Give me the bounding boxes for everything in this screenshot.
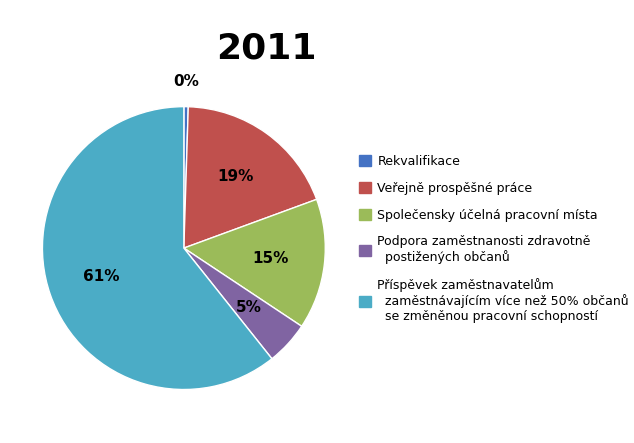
Wedge shape bbox=[184, 199, 325, 326]
Wedge shape bbox=[42, 107, 272, 389]
Text: 0%: 0% bbox=[174, 74, 200, 89]
Text: 19%: 19% bbox=[217, 170, 254, 184]
Text: 5%: 5% bbox=[236, 300, 261, 315]
Text: 15%: 15% bbox=[253, 251, 289, 266]
Text: 61%: 61% bbox=[83, 269, 119, 284]
Legend: Rekvalifikace, Veřejně prospěšné práce, Společensky účelná pracovní místa, Podpo: Rekvalifikace, Veřejně prospěšné práce, … bbox=[355, 152, 633, 327]
Wedge shape bbox=[184, 107, 188, 248]
Text: 2011: 2011 bbox=[216, 31, 316, 65]
Wedge shape bbox=[184, 248, 302, 359]
Wedge shape bbox=[184, 107, 316, 248]
